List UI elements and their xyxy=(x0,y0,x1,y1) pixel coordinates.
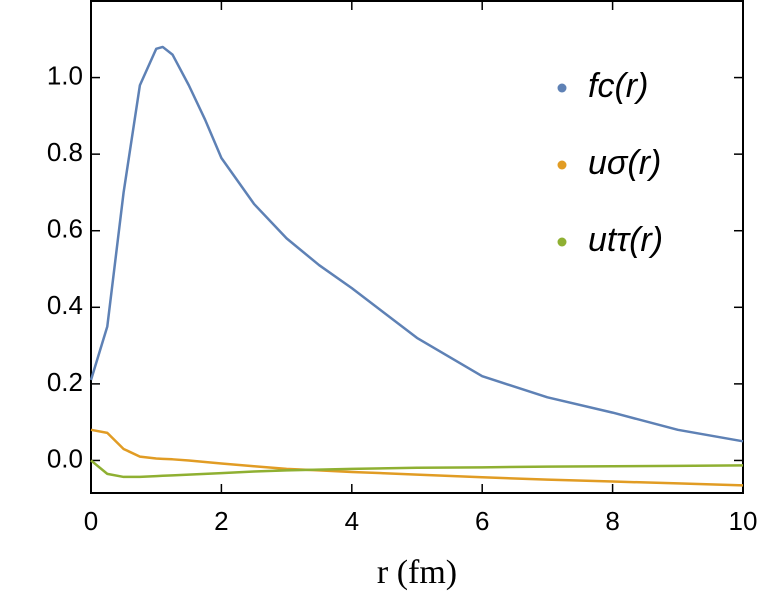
x-tick-label: 4 xyxy=(345,506,359,536)
legend-marker xyxy=(557,83,567,93)
legend-marker xyxy=(557,160,567,170)
plot-frame xyxy=(90,0,744,494)
y-tick-label: 0.6 xyxy=(47,214,83,244)
legend-label: fc(r) xyxy=(588,67,648,105)
legend-label: utτ(r) xyxy=(588,221,663,259)
series-line xyxy=(89,45,744,443)
y-tick-label: 0.0 xyxy=(47,443,83,473)
legend-marker xyxy=(557,237,567,247)
series-line xyxy=(90,428,744,487)
x-tick-label: 10 xyxy=(729,506,758,536)
x-tick-label: 2 xyxy=(214,506,228,536)
y-tick-label: 0.4 xyxy=(47,290,83,320)
y-tick-label: 0.2 xyxy=(47,367,83,397)
x-tick-label: 8 xyxy=(605,506,619,536)
x-tick-label: 0 xyxy=(84,506,98,536)
series-line xyxy=(90,459,744,479)
x-axis-title: r (fm) xyxy=(377,554,457,591)
legend-label: uσ(r) xyxy=(588,144,661,182)
y-tick-label: 1.0 xyxy=(47,60,83,90)
y-tick-label: 0.8 xyxy=(47,137,83,167)
x-tick-label: 6 xyxy=(475,506,489,536)
